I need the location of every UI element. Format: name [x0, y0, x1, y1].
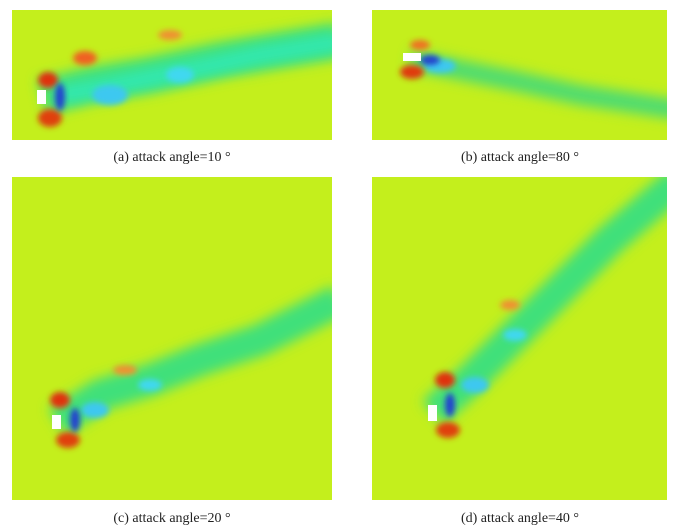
figure: (a) attack angle=10 ° (b) attack angle=8… [0, 0, 679, 529]
panel-c [12, 177, 340, 500]
caption: (b) attack angle=80 ° [461, 150, 579, 165]
caption: (c) attack angle=20 ° [113, 511, 230, 526]
caption: (d) attack angle=40 ° [461, 511, 579, 526]
caption: (a) attack angle=10 ° [113, 150, 230, 165]
panel-a [12, 10, 340, 140]
panel-b [372, 10, 679, 140]
panel-d [372, 177, 679, 500]
